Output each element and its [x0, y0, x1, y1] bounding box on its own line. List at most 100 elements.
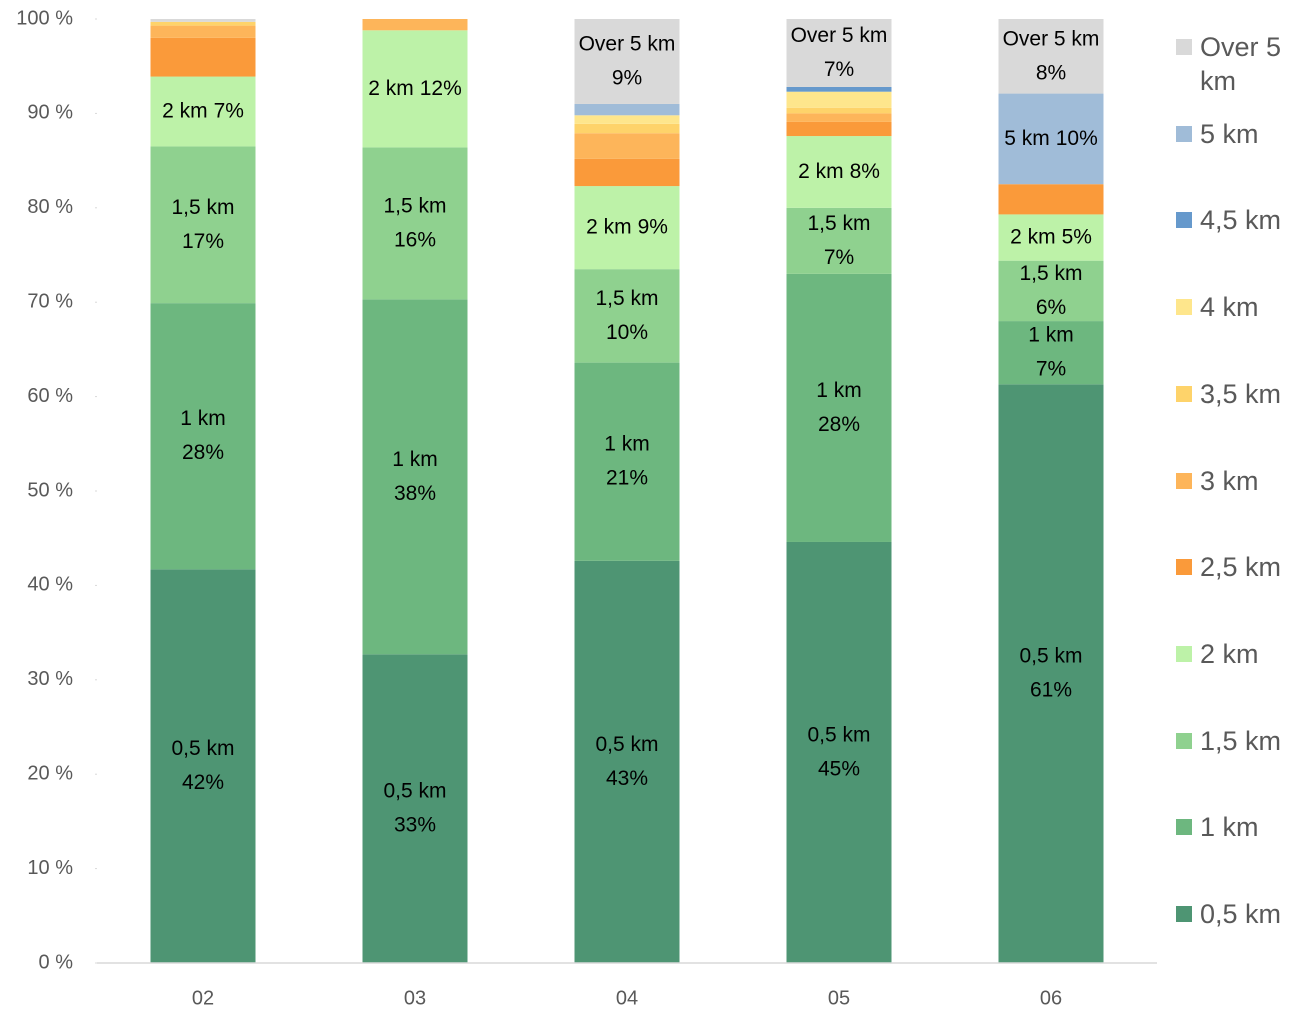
data-label-name: 2 km	[798, 159, 844, 182]
data-label-name: Over 5 km	[579, 32, 676, 55]
data-label-name: 0,5 km	[383, 779, 446, 802]
legend-item: 4,5 km	[1172, 203, 1302, 237]
legend-label: 4,5 km	[1200, 205, 1282, 236]
data-label-value: 9%	[638, 215, 668, 238]
data-label-name: 1,5 km	[171, 195, 234, 218]
data-label: 1,5 km 6%	[1019, 261, 1082, 318]
legend-label: 5 km	[1200, 118, 1259, 149]
data-label-name: 1 km	[1028, 323, 1074, 346]
data-label-name: 1,5 km	[807, 211, 870, 234]
data-label-name: Over 5 km	[1003, 27, 1100, 50]
y-tick-label: 90 %	[27, 102, 73, 124]
data-label-value: 7%	[824, 58, 854, 81]
bar-segment	[150, 25, 256, 38]
legend-swatch	[1176, 732, 1192, 749]
data-label-value: 38%	[394, 481, 436, 504]
y-tick-label: 30 %	[27, 668, 73, 690]
bar-segment	[998, 93, 1104, 185]
y-tick-label: 70 %	[27, 290, 73, 312]
data-label: Over 5 km 9%	[579, 32, 676, 89]
data-label-value: 5%	[1062, 225, 1092, 248]
data-label-name: 0,5 km	[595, 732, 658, 755]
x-tick-label: 06	[1040, 987, 1062, 1009]
legend-swatch	[1176, 819, 1192, 836]
data-label: 0,5 km 33%	[383, 779, 446, 836]
legend-item: 0,5 km	[1172, 897, 1302, 931]
data-label-value: 43%	[606, 766, 648, 789]
data-label-name: 1 km	[180, 407, 226, 430]
bar-segment	[998, 184, 1104, 215]
data-label-value: 21%	[606, 466, 648, 489]
bar-segment	[362, 147, 468, 300]
data-label-value: 7%	[1036, 357, 1066, 380]
data-label: 5 km 10%	[1004, 126, 1098, 149]
legend-label: 1 km	[1200, 812, 1259, 843]
legend-swatch	[1176, 645, 1192, 662]
data-label: 0,5 km 45%	[807, 723, 870, 780]
legend-label: 3,5 km	[1200, 378, 1282, 409]
bar-segment	[786, 121, 892, 137]
data-label: 2 km 7%	[162, 99, 244, 122]
data-label-name: 2 km	[1010, 225, 1056, 248]
y-tick-label: 0 %	[39, 951, 74, 973]
data-label-name: 1,5 km	[595, 286, 658, 309]
data-label: 1,5 km 16%	[383, 194, 446, 251]
legend-label: 0,5 km	[1200, 899, 1282, 929]
data-label-name: 1 km	[604, 432, 650, 455]
legend-label: 3 km	[1200, 465, 1259, 496]
legend-label: Over 5 km	[1200, 32, 1282, 96]
data-label-name: Over 5 km	[791, 24, 888, 47]
data-label-value: 33%	[394, 813, 436, 836]
bar-segment	[362, 19, 468, 31]
bar-segment	[574, 123, 680, 134]
bar-segment	[786, 113, 892, 122]
bar-segment	[150, 21, 256, 26]
data-label: 2 km 9%	[586, 215, 668, 238]
data-label-value: 7%	[824, 245, 854, 268]
x-tick-label: 04	[616, 987, 638, 1009]
y-tick-label: 60 %	[27, 385, 73, 407]
data-label-value: 45%	[818, 757, 860, 780]
data-label-name: 1,5 km	[383, 194, 446, 217]
data-label-value: 16%	[394, 228, 436, 251]
legend-label: 1,5 km	[1200, 725, 1282, 756]
legend-item: 2,5 km	[1172, 550, 1302, 584]
data-label-value: 9%	[612, 66, 642, 89]
data-label: Over 5 km 7%	[791, 24, 888, 81]
legend-swatch	[1176, 39, 1192, 55]
bar-segment	[574, 269, 680, 363]
data-label-name: 5 km	[1004, 126, 1050, 149]
bar-segment	[150, 37, 256, 77]
legend-label: 2 km	[1200, 638, 1259, 669]
y-tick-label: 80 %	[27, 196, 73, 218]
legend-item: 3,5 km	[1172, 377, 1302, 411]
legend-label: 4 km	[1200, 292, 1259, 323]
data-label-value: 61%	[1030, 678, 1072, 701]
data-label: 1,5 km 10%	[595, 286, 658, 343]
y-tick-label: 40 %	[27, 574, 73, 596]
bar-segment	[786, 541, 892, 963]
legend-swatch	[1176, 559, 1192, 576]
legend-item: 2 km	[1172, 637, 1302, 671]
data-label: 0,5 km 43%	[595, 732, 658, 789]
legend-swatch	[1176, 212, 1192, 229]
data-label: 1,5 km 7%	[807, 211, 870, 268]
bar-segment	[574, 158, 680, 187]
data-label: Over 5 km 8%	[1003, 27, 1100, 84]
y-tick-label: 100 %	[16, 7, 73, 29]
legend-item: 4 km	[1172, 290, 1302, 324]
data-label-name: 0,5 km	[807, 723, 870, 746]
bar-segment	[786, 273, 892, 542]
data-label-value: 6%	[1036, 295, 1066, 318]
bar-segment	[998, 321, 1104, 385]
data-label: 0,5 km 42%	[171, 737, 234, 794]
bar-segment	[574, 362, 680, 561]
bar-segment	[574, 103, 680, 116]
bar-segment	[574, 560, 680, 963]
bar-segment	[150, 303, 256, 570]
x-tick-label: 05	[828, 987, 850, 1009]
data-label-name: 2 km	[368, 76, 414, 99]
bar-segment	[150, 76, 256, 147]
